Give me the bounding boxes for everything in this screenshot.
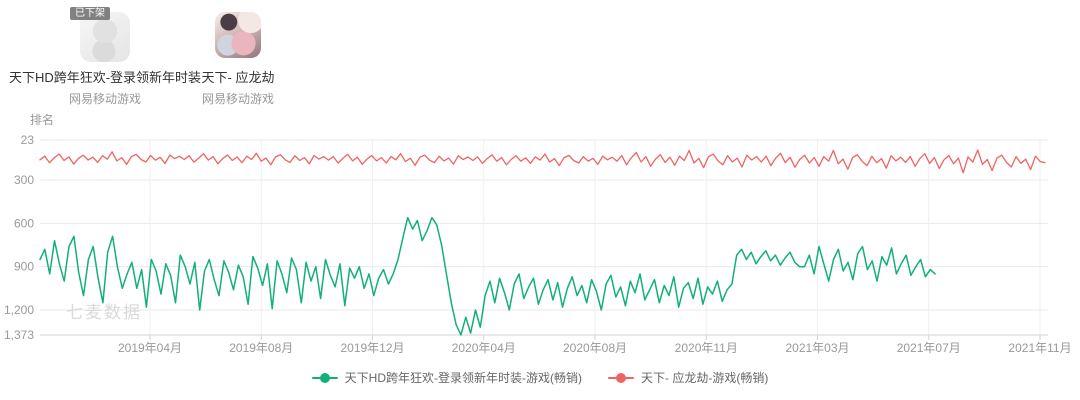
app-card-tianxia-hd[interactable]: 已下架 天下HD跨年狂欢-登录领新年时装 网易移动游戏 — [5, 4, 205, 107]
legend-marker-teal — [311, 372, 338, 383]
x-tick-label: 2020年08月 — [563, 341, 627, 355]
x-tick-label: 2019年04月 — [118, 341, 182, 355]
app1-title: 天下HD跨年狂欢-登录领新年时装 — [8, 70, 202, 85]
chart-legend: 天下HD跨年狂欢-登录领新年时装-游戏(畅销) 天下- 应龙劫-游戏(畅销) — [0, 369, 1080, 386]
app1-developer: 网易移动游戏 — [68, 92, 141, 106]
removed-badge: 已下架 — [70, 7, 110, 20]
series-line-1 — [39, 149, 1046, 174]
app2-developer: 网易移动游戏 — [201, 92, 274, 106]
qimai-watermark: 七麦数据 — [66, 303, 142, 322]
y-tick-label: 300 — [14, 173, 34, 187]
y-axis-title: 排名 — [30, 113, 55, 127]
app2-icon-box — [215, 12, 261, 64]
y-tick-label: 900 — [14, 260, 34, 274]
series-line-0 — [39, 216, 936, 336]
x-tick-label: 2019年08月 — [229, 341, 293, 355]
y-tick-label: 1,373 — [4, 328, 34, 342]
x-tick-label: 2021年11月 — [1008, 341, 1071, 355]
x-tick-label: 2021年03月 — [785, 341, 849, 355]
app2-title: 天下- 应龙劫 — [201, 70, 275, 85]
x-tick-label: 2019年12月 — [340, 341, 404, 355]
legend-item-series2[interactable]: 天下- 应龙劫-游戏(畅销) — [608, 369, 768, 386]
app-card-tianxia-yinglongjie[interactable]: 天下- 应龙劫 网易移动游戏 — [177, 4, 299, 107]
x-tick-label: 2020年11月 — [675, 341, 738, 355]
legend-label-series2: 天下- 应龙劫-游戏(畅销) — [641, 371, 769, 385]
y-tick-label: 23 — [21, 133, 35, 147]
y-tick-label: 600 — [14, 216, 34, 230]
x-tick-label: 2021年07月 — [897, 341, 961, 355]
legend-marker-red — [608, 372, 634, 383]
legend-item-series1[interactable]: 天下HD跨年狂欢-登录领新年时装-游戏(畅销) — [311, 369, 582, 386]
app1-icon — [80, 12, 130, 62]
y-tick-label: 1,200 — [4, 303, 34, 317]
app1-icon-box: 已下架 — [70, 7, 130, 64]
app2-icon — [215, 12, 261, 58]
legend-label-series1: 天下HD跨年狂欢-登录领新年时装-游戏(畅销) — [344, 371, 582, 385]
x-tick-label: 2020年04月 — [452, 341, 516, 355]
